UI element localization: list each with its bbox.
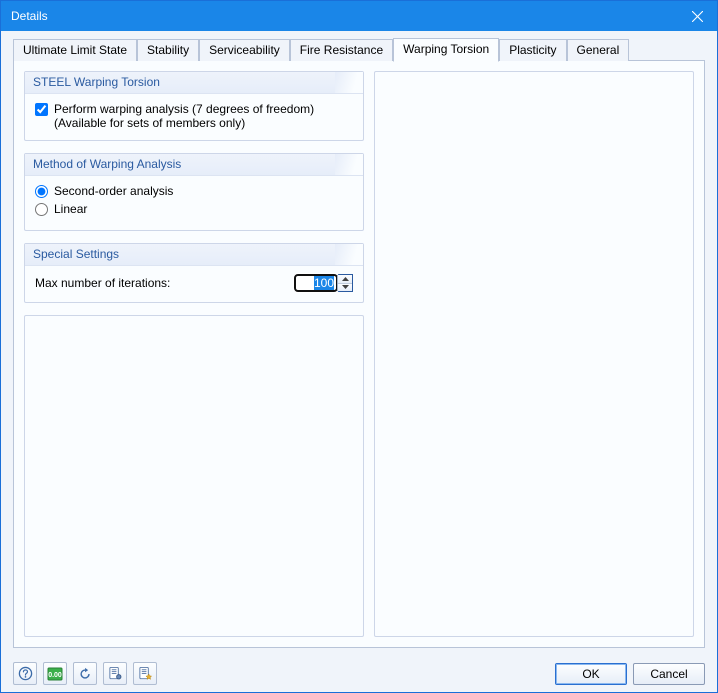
titlebar: Details [1,1,717,31]
radio-linear-row[interactable]: Linear [35,202,353,216]
spinner-buttons [337,275,352,291]
cancel-button[interactable]: Cancel [633,663,705,685]
spinner-up[interactable] [338,275,352,284]
max-iterations-row: Max number of iterations: [35,274,353,292]
spinner-down[interactable] [338,284,352,292]
group-method: Method of Warping Analysis Second-order … [24,153,364,231]
tab-ultimate-limit-state[interactable]: Ultimate Limit State [13,39,137,61]
group-header-steel: STEEL Warping Torsion [25,72,363,94]
dialog-footer: 0.00 [1,658,717,692]
undo-arrow-icon [78,667,93,681]
group-special-settings: Special Settings Max number of iteration… [24,243,364,303]
tab-strip: Ultimate Limit State Stability Serviceab… [13,39,705,61]
group-steel-warping: STEEL Warping Torsion Perform warping an… [24,71,364,141]
help-button[interactable] [13,662,37,685]
window-title: Details [11,9,677,23]
perform-warping-label: Perform warping analysis (7 degrees of f… [54,102,314,116]
perform-warping-checkbox[interactable] [35,103,48,116]
perform-warping-checkbox-row[interactable]: Perform warping analysis (7 degrees of f… [35,102,353,116]
tab-plasticity[interactable]: Plasticity [499,39,566,61]
config-b-button[interactable] [133,662,157,685]
max-iterations-spinner[interactable] [294,274,353,292]
tab-warping-torsion[interactable]: Warping Torsion [393,38,499,62]
radio-second-order-row[interactable]: Second-order analysis [35,184,353,198]
max-iterations-label: Max number of iterations: [35,276,294,290]
chevron-down-icon [342,285,349,289]
radio-linear-label: Linear [54,202,87,216]
tab-serviceability[interactable]: Serviceability [199,39,290,61]
decimal-icon: 0.00 [47,667,63,681]
left-column: STEEL Warping Torsion Perform warping an… [24,71,364,637]
reset-button[interactable] [73,662,97,685]
ok-button[interactable]: OK [555,663,627,685]
empty-panel-left [24,315,364,637]
tab-fire-resistance[interactable]: Fire Resistance [290,39,393,61]
close-button[interactable] [677,1,717,31]
svg-text:0.00: 0.00 [48,672,62,679]
tab-general[interactable]: General [567,39,630,61]
close-icon [692,11,703,22]
client-area: Ultimate Limit State Stability Serviceab… [1,31,717,658]
page-gear-icon [108,666,123,681]
units-button[interactable]: 0.00 [43,662,67,685]
perform-warping-sublabel: (Available for sets of members only) [54,116,353,130]
page-star-icon [138,666,153,681]
group-header-method: Method of Warping Analysis [25,154,363,176]
group-header-special: Special Settings [25,244,363,266]
radio-linear[interactable] [35,203,48,216]
tab-stability[interactable]: Stability [137,39,199,61]
radio-second-order[interactable] [35,185,48,198]
right-column [374,71,694,637]
max-iterations-input[interactable] [295,275,337,291]
help-icon [18,666,33,681]
config-a-button[interactable] [103,662,127,685]
empty-panel-right [374,71,694,637]
radio-second-order-label: Second-order analysis [54,184,173,198]
tab-page: STEEL Warping Torsion Perform warping an… [13,60,705,648]
chevron-up-icon [342,277,349,281]
dialog-window: Details Ultimate Limit State Stability S… [0,0,718,693]
